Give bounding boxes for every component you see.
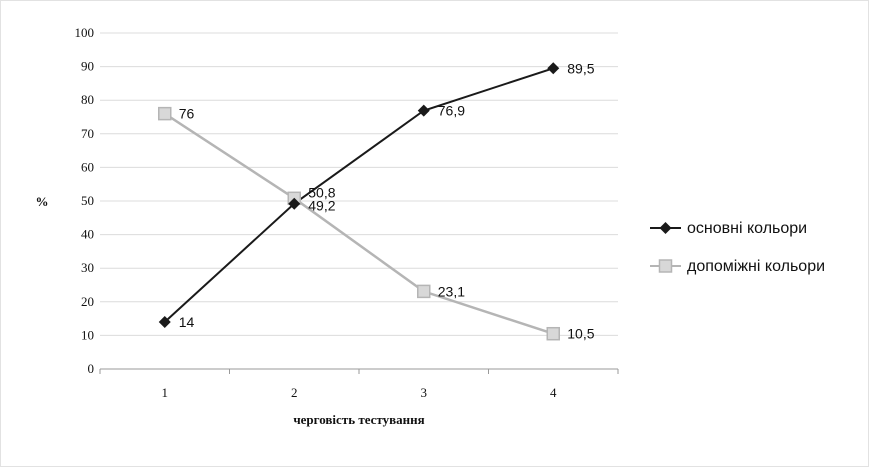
y-tick-label: 10 — [81, 327, 94, 342]
data-point-osnovni — [288, 197, 301, 210]
data-point-dopomizhni — [546, 326, 560, 341]
legend-marker — [659, 222, 672, 234]
data-label-osnovni: 14 — [179, 314, 195, 330]
legend-label: основні кольори — [687, 220, 807, 237]
y-tick-label: 50 — [81, 193, 94, 208]
data-label-osnovni: 89,5 — [567, 60, 594, 76]
y-tick-label: 0 — [88, 361, 95, 376]
data-label-dopomizhni: 10,5 — [567, 326, 594, 342]
y-axis-title: % — [36, 194, 49, 209]
x-axis-title: черговість тестування — [293, 412, 424, 427]
data-point-osnovni — [158, 315, 171, 328]
data-point-osnovni — [547, 62, 560, 75]
y-tick-label: 60 — [81, 159, 94, 174]
data-label-osnovni: 49,2 — [308, 198, 335, 214]
data-point-osnovni — [417, 104, 430, 117]
x-tick-label: 4 — [550, 385, 557, 400]
y-tick-label: 80 — [81, 92, 94, 107]
y-tick-label: 30 — [81, 260, 94, 275]
y-tick-label: 100 — [75, 25, 95, 40]
series-line-osnovni — [164, 67, 554, 323]
x-tick-label: 2 — [291, 385, 298, 400]
legend-label: допоміжні кольори — [687, 258, 825, 275]
data-point-dopomizhni — [417, 284, 431, 299]
legend-marker — [658, 259, 673, 273]
x-tick-label: 1 — [162, 385, 169, 400]
data-label-dopomizhni: 76 — [179, 106, 195, 122]
data-point-dopomizhni — [158, 106, 172, 121]
y-tick-label: 40 — [81, 227, 94, 242]
series-line-dopomizhni — [164, 112, 554, 335]
y-tick-label: 20 — [81, 294, 94, 309]
data-label-dopomizhni: 50,8 — [308, 184, 335, 200]
x-tick-label: 3 — [421, 385, 428, 400]
data-label-osnovni: 76,9 — [438, 103, 465, 119]
y-tick-label: 70 — [81, 126, 94, 141]
data-label-dopomizhni: 23,1 — [438, 283, 465, 299]
y-tick-label: 90 — [81, 59, 94, 74]
